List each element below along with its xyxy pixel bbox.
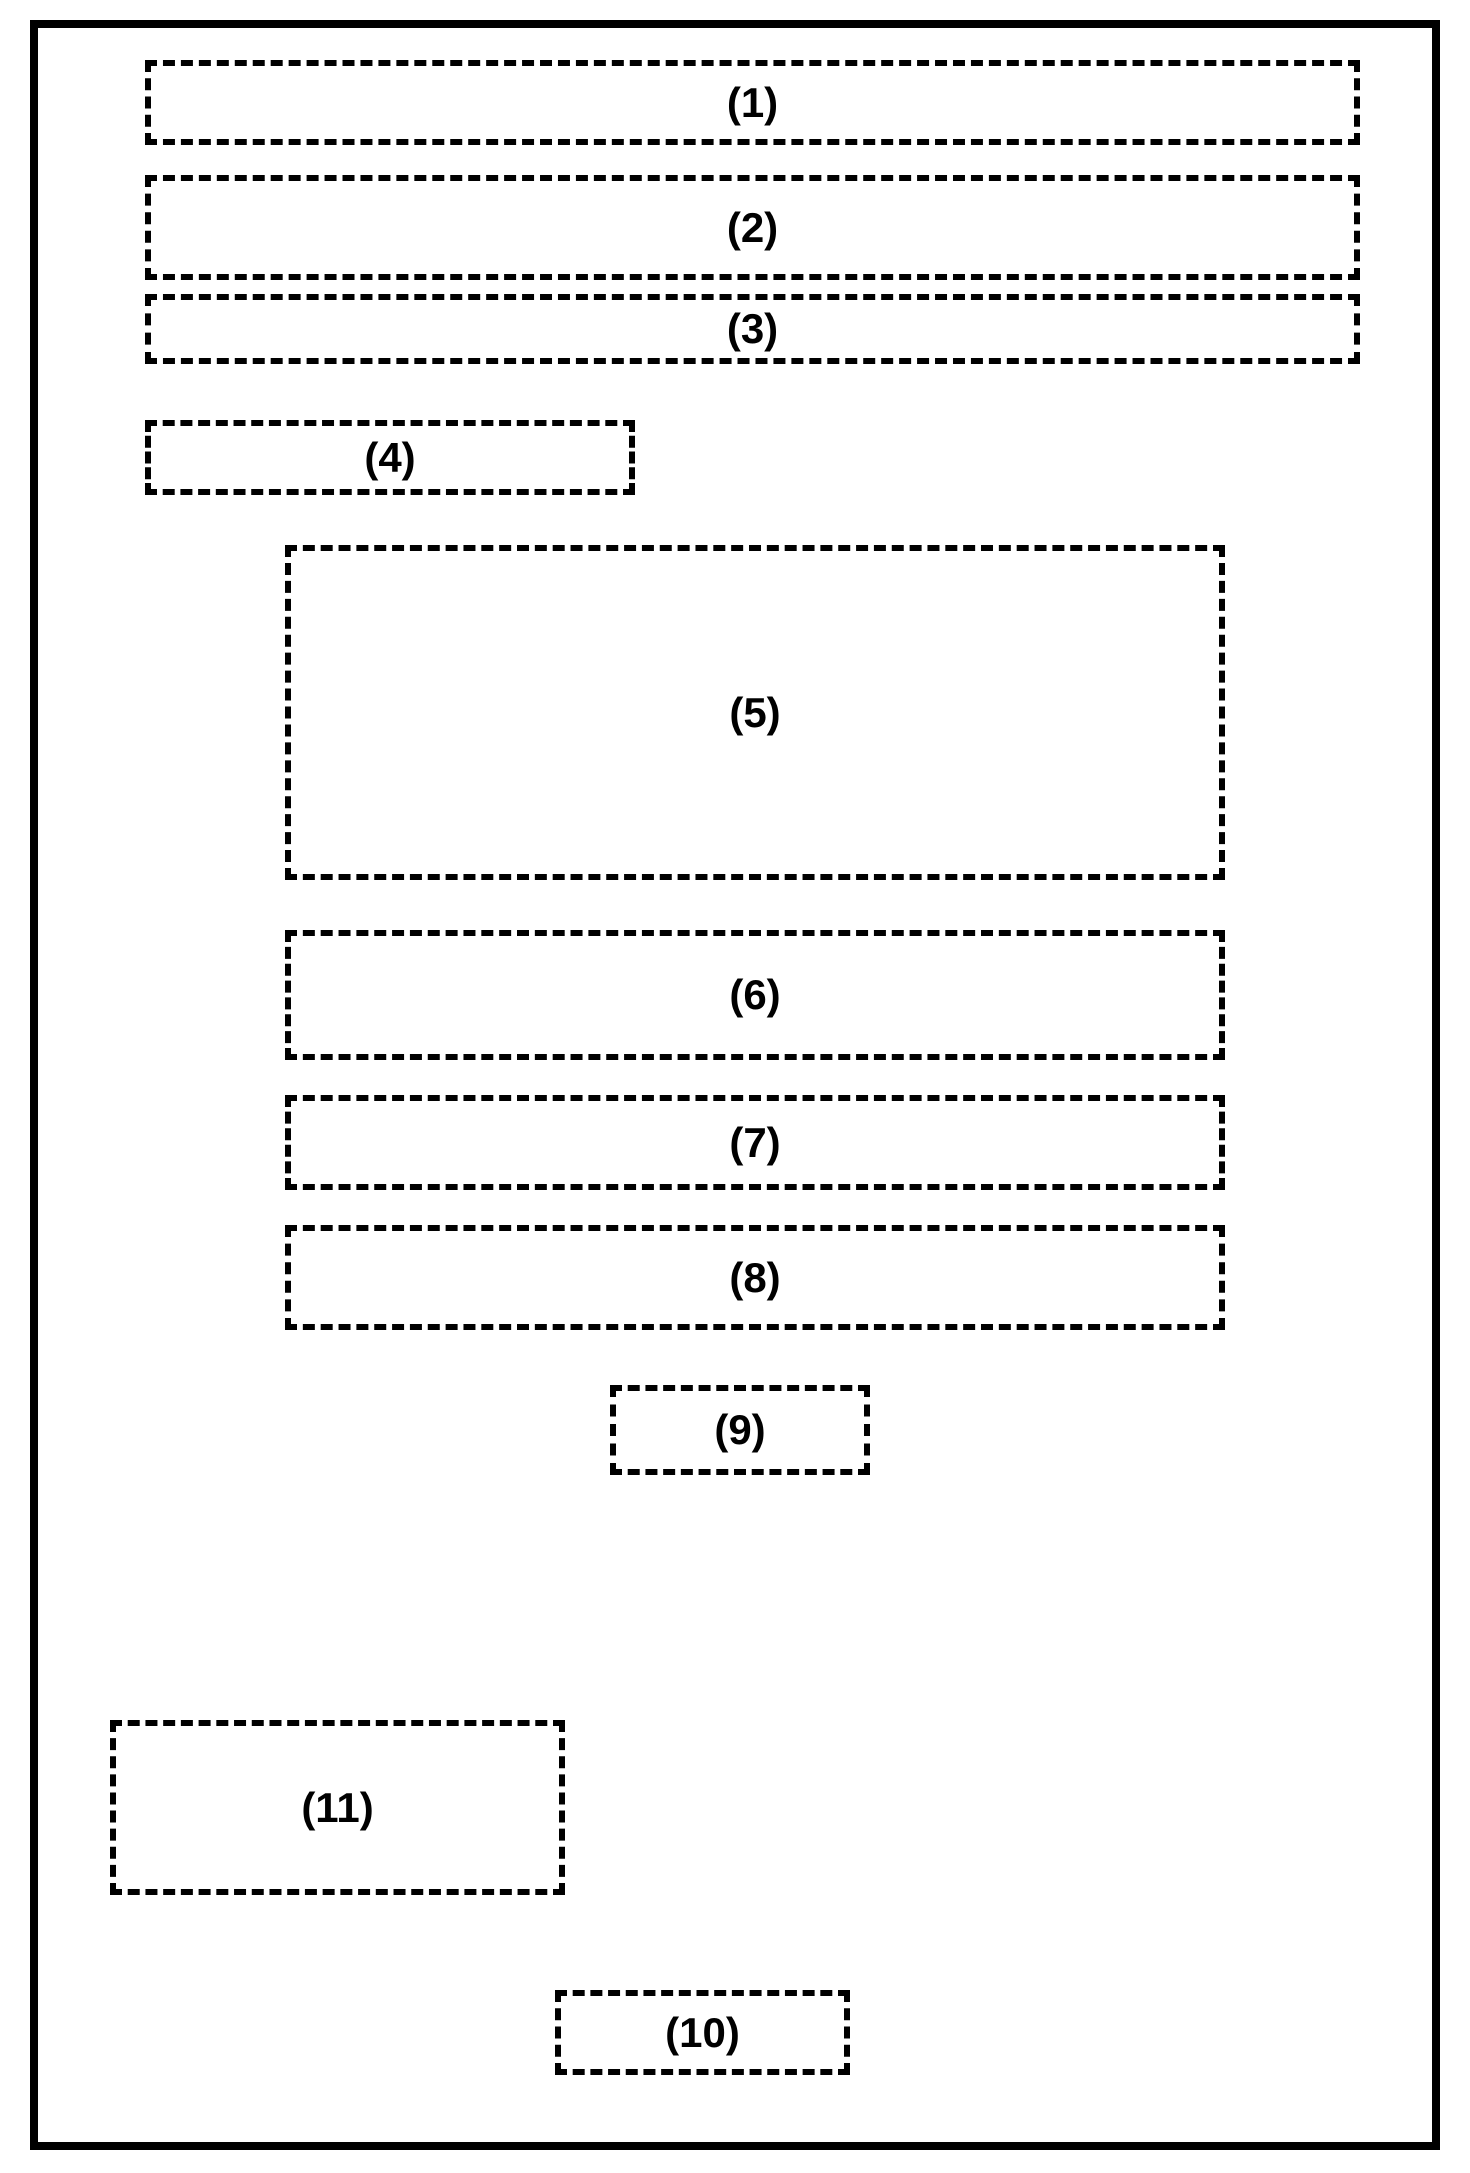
layout-region-9: (9) <box>610 1385 870 1475</box>
layout-region-label: (9) <box>714 1406 765 1454</box>
layout-region-7: (7) <box>285 1095 1225 1190</box>
layout-region-label: (6) <box>729 971 780 1019</box>
layout-region-label: (2) <box>727 204 778 252</box>
layout-region-8: (8) <box>285 1225 1225 1330</box>
layout-region-label: (7) <box>729 1119 780 1167</box>
layout-region-label: (11) <box>301 1784 373 1832</box>
layout-region-5: (5) <box>285 545 1225 880</box>
layout-region-1: (1) <box>145 60 1360 145</box>
layout-region-label: (1) <box>727 79 778 127</box>
layout-region-4: (4) <box>145 420 635 495</box>
layout-region-label: (8) <box>729 1254 780 1302</box>
diagram-canvas: (1) (2) (3) (4) (5) (6) (7) (8) (9) (11) (10) <box>0 0 1470 2173</box>
layout-region-6: (6) <box>285 930 1225 1060</box>
layout-region-label: (4) <box>364 434 415 482</box>
layout-region-3: (3) <box>145 294 1360 364</box>
layout-region-label: (3) <box>727 305 778 353</box>
layout-region-10: (10) <box>555 1990 850 2075</box>
layout-region-2: (2) <box>145 175 1360 280</box>
layout-region-11: (11) <box>110 1720 565 1895</box>
layout-region-label: (5) <box>729 689 780 737</box>
layout-region-label: (10) <box>665 2009 740 2057</box>
